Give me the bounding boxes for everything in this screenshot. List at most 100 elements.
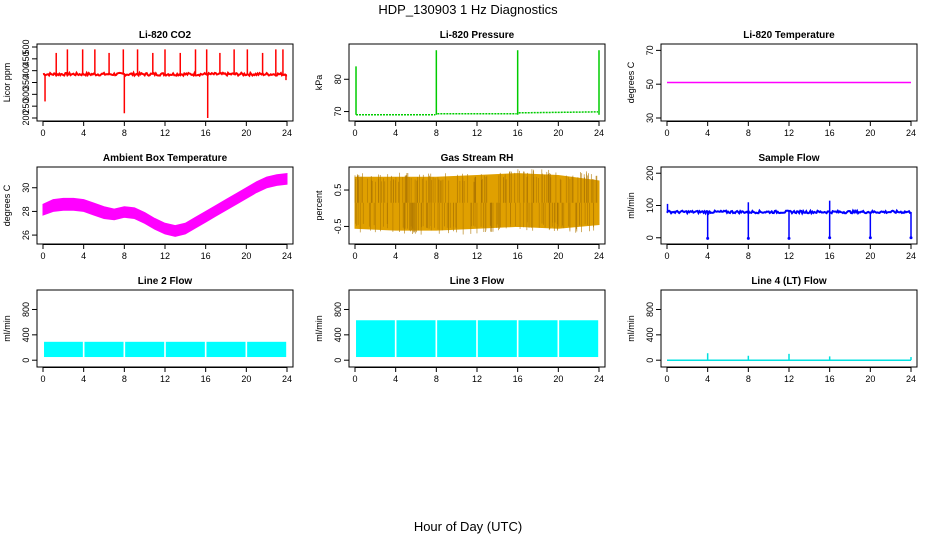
x-tick-label: 4: [705, 128, 710, 138]
x-tick-label: 20: [241, 374, 251, 384]
x-tick-label: 0: [40, 251, 45, 261]
flow-band: [44, 341, 83, 358]
x-tick-label: 0: [40, 374, 45, 384]
x-tick-label: 24: [594, 251, 604, 261]
y-tick-label: 800: [333, 302, 343, 317]
x-tick-label: 12: [784, 128, 794, 138]
x-tick-label: 4: [393, 251, 398, 261]
flow-band: [84, 341, 124, 358]
flow-band: [396, 320, 436, 358]
y-tick-label: 400: [21, 63, 31, 78]
series: [354, 169, 600, 235]
x-tick-label: 12: [472, 374, 482, 384]
panel-title: Gas Stream RH: [441, 153, 514, 164]
x-tick-label: 20: [865, 251, 875, 261]
panel-title: Ambient Box Temperature: [103, 153, 228, 164]
flow-band: [206, 341, 246, 358]
panel-2: Li-820 Pressure kPa 0 4 8 12 16 20 24 70 80: [314, 30, 606, 138]
x-tick-label: 16: [201, 128, 211, 138]
y-axis-label: degrees C: [2, 184, 12, 226]
x-tick-label: 0: [664, 374, 669, 384]
x-tick-label: 16: [201, 251, 211, 261]
y-tick-label: -0.5: [333, 219, 343, 235]
y-tick-label: 30: [21, 183, 31, 193]
y-axis-label: ml/min: [314, 315, 324, 342]
y-tick-label: 500: [21, 39, 31, 54]
x-tick-label: 20: [865, 128, 875, 138]
panel-title: Line 2 Flow: [138, 276, 193, 287]
x-tick-label: 0: [352, 251, 357, 261]
panel-7: Line 2 Flow ml/min 0 4 8 12 16 20 24 0 400 800: [2, 276, 294, 384]
flow-band: [247, 341, 287, 358]
x-tick-label: 24: [906, 251, 916, 261]
panel-title: Line 3 Flow: [450, 276, 505, 287]
panel-title: Sample Flow: [758, 153, 819, 164]
flow-band: [559, 320, 599, 358]
x-tick-label: 8: [434, 374, 439, 384]
x-tick-label: 24: [594, 128, 604, 138]
x-tick-label: 12: [472, 251, 482, 261]
series-band: [42, 173, 288, 237]
y-tick-label: 800: [645, 302, 655, 317]
series: [356, 320, 599, 358]
panel-3: Li-820 Temperature degrees C 0 4 8 12 16 20 24 30…: [626, 30, 918, 138]
x-tick-label: 0: [664, 251, 669, 261]
y-tick-label: 200: [21, 110, 31, 125]
x-tick-label: 24: [594, 374, 604, 384]
series-dip-point: [868, 236, 872, 240]
y-tick-label: 0: [645, 235, 655, 240]
y-tick-label: 28: [21, 206, 31, 216]
panel-8: Line 3 Flow ml/min 0 4 8 12 16 20 24 0 400 800: [314, 276, 606, 384]
x-tick-label: 24: [282, 128, 292, 138]
series: [666, 200, 913, 240]
x-tick-label: 12: [160, 374, 170, 384]
panel-title: Li-820 CO2: [139, 30, 192, 41]
y-tick-label: 0: [21, 358, 31, 363]
y-axis-label: degrees C: [626, 61, 636, 103]
x-tick-label: 12: [160, 251, 170, 261]
x-tick-label: 0: [352, 128, 357, 138]
panel-title: Li-820 Temperature: [743, 30, 835, 41]
y-tick-label: 80: [333, 74, 343, 84]
y-tick-label: 100: [645, 198, 655, 213]
y-tick-label: 0: [333, 358, 343, 363]
panel-1: Li-820 CO2 Licor ppm 0 4 8 12 16 20 24 2002503003…: [2, 30, 294, 138]
x-tick-label: 16: [513, 374, 523, 384]
x-tick-label: 8: [434, 251, 439, 261]
series-dip-point: [746, 236, 750, 240]
flow-band: [125, 341, 165, 358]
y-tick-label: 300: [21, 87, 31, 102]
x-tick-label: 20: [865, 374, 875, 384]
series-dip-point: [706, 236, 710, 240]
x-tick-label: 8: [746, 128, 751, 138]
x-tick-label: 20: [241, 128, 251, 138]
x-tick-label: 8: [122, 374, 127, 384]
panel-title: Line 4 (LT) Flow: [751, 276, 827, 287]
x-tick-label: 4: [705, 374, 710, 384]
x-tick-label: 4: [81, 374, 86, 384]
x-tick-label: 24: [282, 374, 292, 384]
y-tick-label: 30: [645, 113, 655, 123]
series-dip-point: [787, 236, 791, 240]
series: [42, 173, 288, 237]
flow-band: [165, 341, 205, 358]
panel-6: Sample Flow ml/min 0 4 8 12 16 20 24 0 100 200: [626, 153, 918, 261]
y-tick-label: 0.5: [333, 184, 343, 197]
y-tick-label: 250: [21, 99, 31, 114]
flow-band: [437, 320, 477, 358]
plot-frame: [348, 43, 606, 122]
y-tick-label: 800: [21, 302, 31, 317]
panel-title: Li-820 Pressure: [440, 30, 515, 41]
panel-4: Ambient Box Temperature degrees C 0 4 8 12 16 2…: [2, 153, 294, 261]
panel-5: Gas Stream RH percent 0 4 8 12 16 20 24 -0.5 0.5: [314, 153, 606, 261]
y-tick-label: 450: [21, 51, 31, 66]
x-axis-label: Hour of Day (UTC): [413, 519, 523, 534]
x-tick-label: 16: [201, 374, 211, 384]
x-tick-label: 20: [553, 251, 563, 261]
y-tick-label: 70: [333, 107, 343, 117]
x-tick-label: 16: [825, 128, 835, 138]
y-axis-label: ml/min: [626, 315, 636, 342]
x-tick-label: 8: [122, 251, 127, 261]
y-tick-label: 350: [21, 75, 31, 90]
flow-band: [356, 320, 395, 358]
